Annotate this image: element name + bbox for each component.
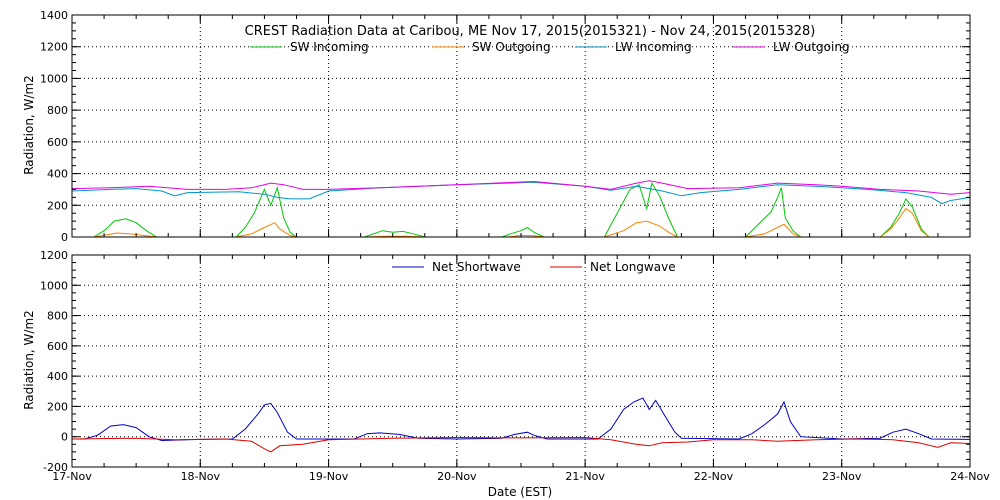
y-tick-label: 1400 [40,9,68,22]
y-tick-label: 1200 [40,249,68,262]
top-y-axis-title: Radiation, W/m2 [22,75,36,175]
x-tick-label: 17-Nov [52,470,92,483]
x-tick-label: 22-Nov [694,470,734,483]
x-tick-label: 19-Nov [309,470,349,483]
y-tick-label: 400 [47,370,68,383]
y-tick-label: -200 [43,461,68,474]
series-line-lw-outgoing [72,180,970,195]
bottom-panel: Radiation, W/m2 Date (EST) -200 0 200 400 60… [22,249,990,499]
chart-title: CREST Radiation Data at Caribou, ME Nov … [245,24,816,39]
y-tick-label: 200 [47,199,68,212]
x-tick-label: 21-Nov [565,470,605,483]
x-tick-label: 20-Nov [437,470,477,483]
y-tick-label: 1000 [40,279,68,292]
y-tick-label: 1200 [40,41,68,54]
y-tick-label: 1000 [40,72,68,85]
bottom-y-axis-title: Radiation, W/m2 [22,310,36,410]
top-panel: CREST Radiation Data at Caribou, ME Nov … [22,9,971,244]
x-tick-label: 23-Nov [822,470,862,483]
series-line-sw-outgoing [93,207,930,237]
y-tick-label: 600 [47,340,68,353]
y-tick-label: 800 [47,104,68,117]
y-tick-label: 800 [47,310,68,323]
series-line-net-longwave [72,436,970,453]
legend-label-sw-incoming: SW Incoming [290,40,369,54]
legend-label-lw-outgoing: LW Outgoing [773,40,850,54]
y-tick-label: 0 [61,431,68,444]
legend-label-net-longwave: Net Longwave [590,260,676,274]
y-tick-label: 0 [61,231,68,244]
x-tick-label: 18-Nov [181,470,221,483]
x-axis-title: Date (EST) [488,485,552,499]
y-tick-label: 400 [47,168,68,181]
legend-label-lw-incoming: LW Incoming [615,40,692,54]
series-line-sw-incoming [93,181,930,237]
y-tick-label: 200 [47,400,68,413]
y-tick-label: 600 [47,136,68,149]
legend-label-net-shortwave: Net Shortwave [432,260,521,274]
legend-label-sw-outgoing: SW Outgoing [472,40,551,54]
x-tick-label: 24-Nov [950,470,990,483]
